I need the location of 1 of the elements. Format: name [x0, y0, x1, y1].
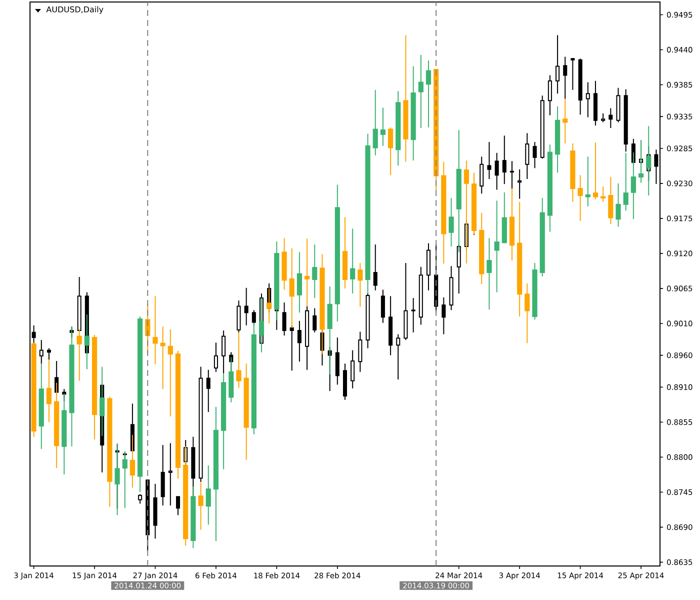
text: AUDUSD,Daily: [46, 6, 104, 14]
